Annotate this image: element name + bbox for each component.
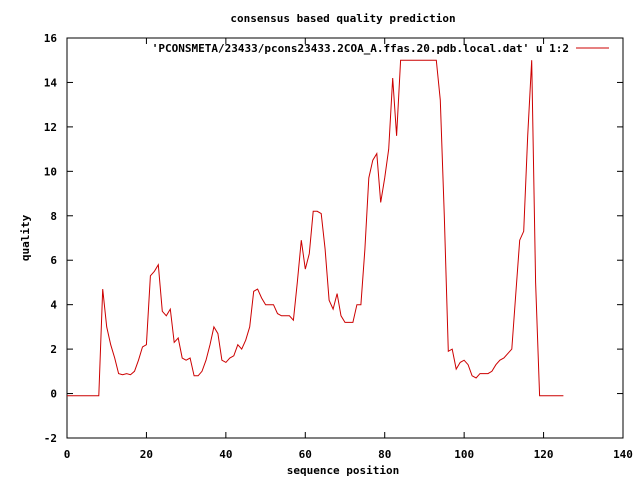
y-tick-label: 8	[50, 210, 57, 223]
y-tick-label: 0	[50, 388, 57, 401]
x-tick-label: 20	[140, 448, 153, 461]
x-tick-label: 40	[219, 448, 232, 461]
x-tick-label: 60	[299, 448, 312, 461]
x-tick-label: 0	[64, 448, 71, 461]
legend-label: 'PCONSMETA/23433/pcons23433.2COA_A.ffas.…	[152, 42, 569, 55]
plot-frame	[66, 37, 624, 439]
chart-title: consensus based quality prediction	[230, 12, 455, 25]
x-tick-label: 120	[534, 448, 554, 461]
y-tick-label: 6	[50, 254, 57, 267]
y-tick-label: 12	[44, 121, 57, 134]
y-tick-label: 14	[44, 76, 58, 89]
y-tick-label: -2	[44, 432, 57, 445]
x-tick-label: 140	[613, 448, 633, 461]
x-axis-label: sequence position	[287, 464, 400, 477]
y-tick-label: 2	[50, 343, 57, 356]
series-line	[67, 59, 564, 397]
legend: 'PCONSMETA/23433/pcons23433.2COA_A.ffas.…	[152, 42, 609, 55]
y-tick-label: 10	[44, 165, 57, 178]
x-tick-label: 80	[378, 448, 391, 461]
y-tick-label: 16	[44, 32, 58, 45]
axis-ticks: 0 20 40 60 80 100 120 140 -2 0 2 4 6 8 10 12 14 16	[44, 32, 633, 461]
y-tick-label: 4	[50, 299, 57, 312]
x-tick-label: 100	[454, 448, 474, 461]
series-group	[67, 59, 564, 397]
plot-area	[66, 37, 624, 439]
y-axis-label: quality	[19, 214, 32, 261]
